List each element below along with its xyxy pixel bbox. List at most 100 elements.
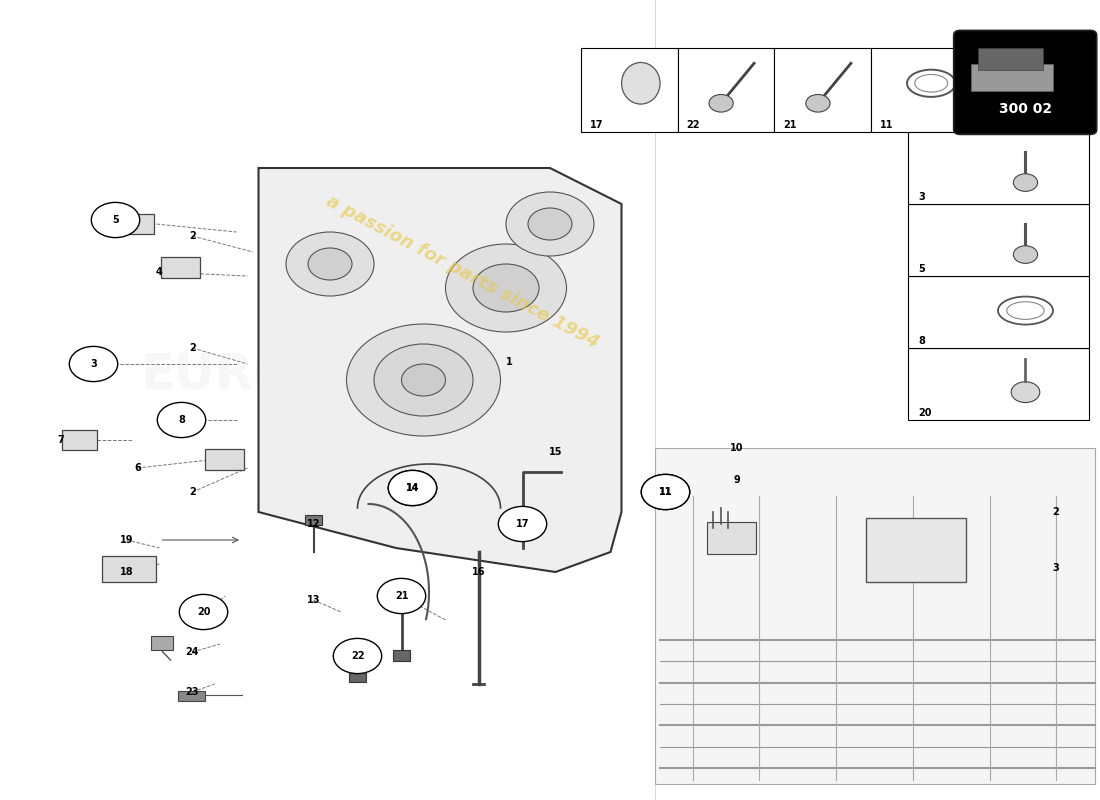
Text: 11: 11 <box>659 487 672 497</box>
Text: EUROSPARE: EUROSPARE <box>141 352 475 400</box>
Circle shape <box>179 594 228 630</box>
Text: 14: 14 <box>406 483 419 493</box>
Circle shape <box>641 474 690 510</box>
Text: 14: 14 <box>977 120 990 130</box>
FancyBboxPatch shape <box>178 691 205 701</box>
FancyBboxPatch shape <box>678 48 774 132</box>
Circle shape <box>1013 174 1037 191</box>
Circle shape <box>308 248 352 280</box>
FancyBboxPatch shape <box>908 204 1089 276</box>
FancyBboxPatch shape <box>205 449 244 470</box>
Text: 5: 5 <box>112 215 119 225</box>
Text: a passion for parts since 1994: a passion for parts since 1994 <box>322 192 602 352</box>
Text: 5: 5 <box>918 264 925 274</box>
Circle shape <box>69 346 118 382</box>
Text: 2: 2 <box>189 231 196 241</box>
Ellipse shape <box>1012 74 1045 92</box>
Circle shape <box>641 474 690 510</box>
FancyBboxPatch shape <box>151 636 173 650</box>
Text: 1: 1 <box>506 357 513 366</box>
FancyBboxPatch shape <box>971 64 1053 91</box>
Text: 19: 19 <box>120 535 133 545</box>
Text: 4: 4 <box>156 267 163 277</box>
Text: 8: 8 <box>918 336 925 346</box>
FancyBboxPatch shape <box>908 276 1089 348</box>
FancyBboxPatch shape <box>954 30 1097 134</box>
Text: 20: 20 <box>197 607 210 617</box>
Circle shape <box>710 94 734 112</box>
FancyBboxPatch shape <box>161 257 200 278</box>
Ellipse shape <box>621 62 660 104</box>
Circle shape <box>91 202 140 238</box>
FancyBboxPatch shape <box>117 214 154 234</box>
Text: 2: 2 <box>189 343 196 353</box>
Text: 17: 17 <box>516 519 529 529</box>
FancyBboxPatch shape <box>871 48 968 132</box>
Text: 24: 24 <box>186 647 199 657</box>
Text: 22: 22 <box>686 120 700 130</box>
Circle shape <box>286 232 374 296</box>
Text: 15: 15 <box>549 447 562 457</box>
Text: 13: 13 <box>307 595 320 605</box>
Text: 3: 3 <box>918 192 925 202</box>
Text: 22: 22 <box>351 651 364 661</box>
Circle shape <box>1013 246 1037 263</box>
FancyBboxPatch shape <box>774 48 871 132</box>
Text: 10: 10 <box>730 443 744 453</box>
Text: 2: 2 <box>1053 507 1059 517</box>
FancyBboxPatch shape <box>581 48 678 132</box>
Text: 11: 11 <box>659 487 672 497</box>
Text: 3: 3 <box>1053 563 1059 573</box>
Text: 16: 16 <box>472 567 485 577</box>
FancyBboxPatch shape <box>978 48 1043 70</box>
Text: 20: 20 <box>918 408 932 418</box>
Circle shape <box>377 578 426 614</box>
Text: 23: 23 <box>186 687 199 697</box>
Circle shape <box>346 324 500 436</box>
Circle shape <box>498 506 547 542</box>
FancyBboxPatch shape <box>908 132 1089 204</box>
Ellipse shape <box>915 74 948 92</box>
Circle shape <box>528 208 572 240</box>
Text: 300 02: 300 02 <box>999 102 1052 116</box>
Ellipse shape <box>998 297 1053 325</box>
Ellipse shape <box>908 70 956 97</box>
Circle shape <box>1011 382 1040 402</box>
FancyBboxPatch shape <box>102 556 156 582</box>
FancyBboxPatch shape <box>393 650 410 661</box>
Circle shape <box>473 264 539 312</box>
Text: 18: 18 <box>120 567 133 577</box>
Text: 11: 11 <box>880 120 893 130</box>
Circle shape <box>506 192 594 256</box>
Text: 8: 8 <box>178 415 185 425</box>
Polygon shape <box>258 168 622 572</box>
Text: 6: 6 <box>134 463 141 473</box>
FancyBboxPatch shape <box>968 48 1065 132</box>
Circle shape <box>388 470 437 506</box>
Text: 14: 14 <box>406 483 419 493</box>
FancyBboxPatch shape <box>707 522 756 554</box>
Text: 12: 12 <box>307 519 320 529</box>
Ellipse shape <box>1006 302 1044 319</box>
Circle shape <box>333 638 382 674</box>
Circle shape <box>374 344 473 416</box>
Circle shape <box>157 402 206 438</box>
Text: 3: 3 <box>90 359 97 369</box>
Text: 9: 9 <box>734 475 740 485</box>
Circle shape <box>446 244 566 332</box>
Text: 21: 21 <box>783 120 796 130</box>
Text: 21: 21 <box>395 591 408 601</box>
FancyBboxPatch shape <box>908 348 1089 420</box>
Text: 2: 2 <box>189 487 196 497</box>
FancyBboxPatch shape <box>349 671 366 682</box>
FancyBboxPatch shape <box>62 430 97 450</box>
FancyBboxPatch shape <box>866 518 966 582</box>
FancyBboxPatch shape <box>654 448 1094 784</box>
Circle shape <box>806 94 830 112</box>
Ellipse shape <box>1004 70 1053 97</box>
Circle shape <box>402 364 446 396</box>
Text: 7: 7 <box>57 435 64 445</box>
Circle shape <box>388 470 437 506</box>
FancyBboxPatch shape <box>305 515 322 525</box>
Text: 17: 17 <box>590 120 603 130</box>
